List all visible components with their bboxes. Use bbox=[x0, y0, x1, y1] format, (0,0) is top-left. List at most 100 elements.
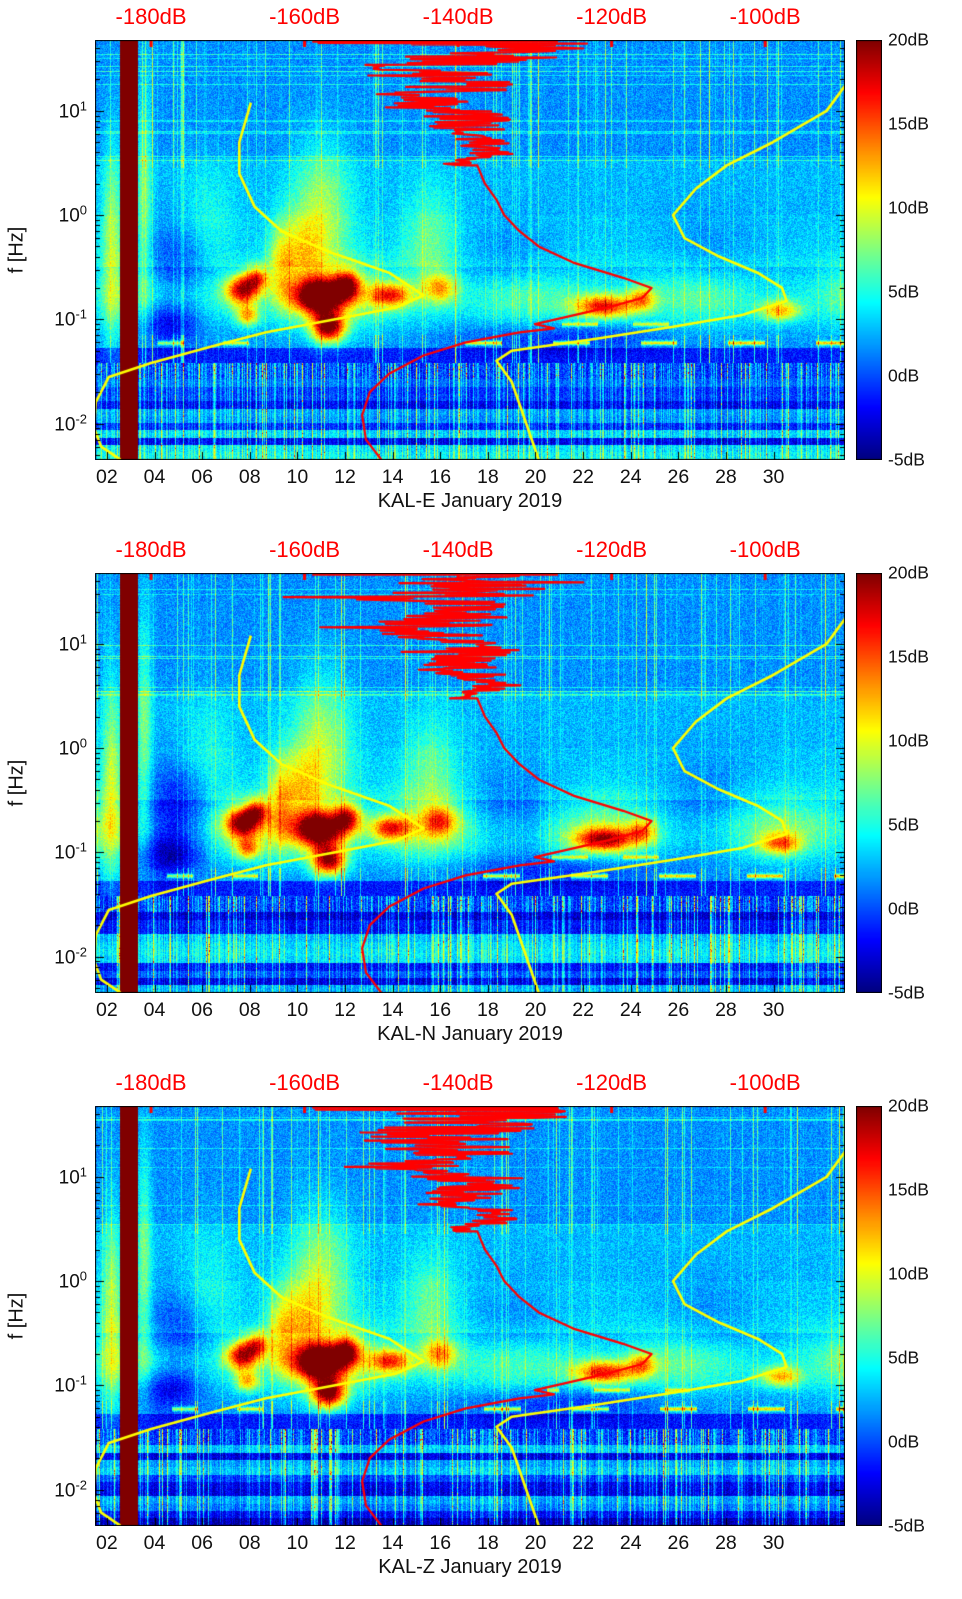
colorbar-tick-label: 20dB bbox=[888, 29, 929, 50]
x-axis-tick-label: 04 bbox=[143, 999, 166, 1021]
y-axis-tick-label: 100 bbox=[58, 202, 87, 227]
y-axis-label: f [Hz] bbox=[5, 226, 28, 274]
spectrogram-canvas bbox=[95, 573, 845, 993]
top-axis-tick-label: -180dB bbox=[115, 4, 187, 29]
x-axis-tick-label: 06 bbox=[191, 466, 213, 488]
x-axis-tick-label: 22 bbox=[572, 466, 594, 488]
panel-title: KAL-E January 2019 bbox=[377, 490, 563, 512]
x-axis-tick-label: 16 bbox=[429, 999, 452, 1021]
x-axis-tick-label: 28 bbox=[715, 1532, 737, 1554]
x-axis-tick-label: 06 bbox=[191, 1532, 213, 1554]
x-axis-tick-label: 04 bbox=[143, 1532, 166, 1554]
colorbar-tick-label: 5dB bbox=[888, 1347, 920, 1368]
x-axis-tick-label: 10 bbox=[286, 999, 309, 1021]
panel-title: KAL-Z January 2019 bbox=[378, 1556, 562, 1578]
colorbar-tick-label: 15dB bbox=[888, 1179, 929, 1200]
y-axis-tick-label: 100 bbox=[58, 1268, 87, 1293]
x-axis-tick-label: 24 bbox=[619, 466, 642, 488]
colorbar-tick-label: -5dB bbox=[888, 449, 925, 470]
x-axis-tick-label: 16 bbox=[429, 466, 452, 488]
y-axis-tick-label: 10-1 bbox=[54, 839, 87, 864]
colorbar-tick-label: 0dB bbox=[888, 898, 920, 919]
top-axis-tick-label: -180dB bbox=[115, 1070, 187, 1095]
x-axis-tick-label: 14 bbox=[381, 999, 404, 1021]
y-axis-tick-label: 10-1 bbox=[54, 306, 87, 331]
x-axis-tick-label: 06 bbox=[191, 999, 213, 1021]
x-axis-tick-label: 18 bbox=[476, 999, 499, 1021]
spectrogram-panel: -180dB -160dB -140dB -120dB -100dB 101 100 10-… bbox=[0, 0, 962, 533]
top-axis-tick-label: -100dB bbox=[729, 1070, 801, 1095]
x-axis-tick-label: 08 bbox=[238, 466, 261, 488]
y-axis-tick-label: 101 bbox=[58, 98, 87, 123]
colorbar-tick-label: 15dB bbox=[888, 646, 929, 667]
y-axis-tick-label: 10-1 bbox=[54, 1372, 87, 1397]
colorbar-tick-label: 5dB bbox=[888, 814, 920, 835]
spectrogram-panel: -180dB -160dB -140dB -120dB -100dB 101 100 10-… bbox=[0, 1066, 962, 1599]
x-axis-tick-label: 30 bbox=[762, 999, 785, 1021]
x-axis-tick-label: 20 bbox=[524, 1532, 547, 1554]
x-axis-tick-label: 04 bbox=[143, 466, 166, 488]
colorbar-tick-label: 15dB bbox=[888, 113, 929, 134]
x-axis-tick-label: 12 bbox=[334, 999, 356, 1021]
colorbar-tick-label: -5dB bbox=[888, 982, 925, 1003]
x-axis-tick-label: 18 bbox=[476, 1532, 499, 1554]
x-axis-tick-label: 26 bbox=[667, 999, 690, 1021]
x-axis-tick-label: 12 bbox=[334, 1532, 356, 1554]
colorbar-tick-label: 10dB bbox=[888, 197, 929, 218]
y-axis-tick-label: 100 bbox=[58, 735, 87, 760]
x-axis-tick-label: 02 bbox=[96, 999, 118, 1021]
x-axis-tick-label: 28 bbox=[715, 999, 737, 1021]
x-axis-tick-label: 26 bbox=[667, 466, 690, 488]
top-axis-tick-label: -120dB bbox=[576, 4, 648, 29]
x-axis-tick-label: 18 bbox=[476, 466, 499, 488]
x-axis-tick-label: 02 bbox=[96, 466, 118, 488]
colorbar-canvas bbox=[856, 40, 882, 460]
colorbar-tick-label: 5dB bbox=[888, 281, 920, 302]
spectrogram-canvas bbox=[95, 40, 845, 460]
y-axis-tick-label: 10-2 bbox=[54, 1476, 87, 1502]
top-axis-tick-label: -120dB bbox=[576, 1070, 648, 1095]
x-axis-tick-label: 22 bbox=[572, 1532, 594, 1554]
y-axis-label: f [Hz] bbox=[5, 759, 28, 807]
colorbar-tick-label: 10dB bbox=[888, 730, 929, 751]
colorbar-tick-label: 20dB bbox=[888, 1095, 929, 1116]
colorbar-tick-label: 20dB bbox=[888, 562, 929, 583]
top-axis-tick-label: -100dB bbox=[729, 537, 801, 562]
spectrogram-canvas bbox=[95, 1106, 845, 1526]
y-axis-label: f [Hz] bbox=[5, 1292, 28, 1340]
x-axis-tick-label: 22 bbox=[572, 999, 594, 1021]
colorbar-canvas bbox=[856, 1106, 882, 1526]
x-axis-tick-label: 10 bbox=[286, 466, 309, 488]
top-axis-tick-label: -100dB bbox=[729, 4, 801, 29]
top-axis-tick-label: -180dB bbox=[115, 537, 187, 562]
x-axis-tick-label: 28 bbox=[715, 466, 737, 488]
colorbar-canvas bbox=[856, 573, 882, 993]
top-axis-tick-label: -160dB bbox=[269, 4, 341, 29]
x-axis-tick-label: 12 bbox=[334, 466, 356, 488]
y-axis-tick-label: 101 bbox=[58, 631, 87, 656]
colorbar-tick-label: -5dB bbox=[888, 1515, 925, 1536]
top-axis-tick-label: -140dB bbox=[422, 4, 494, 29]
x-axis-tick-label: 08 bbox=[238, 999, 261, 1021]
colorbar-tick-label: 0dB bbox=[888, 365, 920, 386]
top-axis-tick-label: -140dB bbox=[422, 537, 494, 562]
top-axis-tick-label: -140dB bbox=[422, 1070, 494, 1095]
top-axis-tick-label: -120dB bbox=[576, 537, 648, 562]
y-axis-tick-label: 10-2 bbox=[54, 410, 87, 436]
top-axis-tick-label: -160dB bbox=[269, 537, 341, 562]
x-axis-tick-label: 26 bbox=[667, 1532, 690, 1554]
x-axis-tick-label: 30 bbox=[762, 466, 785, 488]
top-axis-tick-label: -160dB bbox=[269, 1070, 341, 1095]
spectrogram-panel: -180dB -160dB -140dB -120dB -100dB 101 100 10-… bbox=[0, 533, 962, 1066]
y-axis-tick-label: 10-2 bbox=[54, 943, 87, 969]
x-axis-tick-label: 08 bbox=[238, 1532, 261, 1554]
x-axis-tick-label: 02 bbox=[96, 1532, 118, 1554]
x-axis-tick-label: 24 bbox=[619, 1532, 642, 1554]
colorbar-tick-label: 0dB bbox=[888, 1431, 920, 1452]
colorbar-tick-label: 10dB bbox=[888, 1263, 929, 1284]
x-axis-tick-label: 14 bbox=[381, 466, 404, 488]
x-axis-tick-label: 16 bbox=[429, 1532, 452, 1554]
x-axis-tick-label: 20 bbox=[524, 999, 547, 1021]
x-axis-tick-label: 14 bbox=[381, 1532, 404, 1554]
